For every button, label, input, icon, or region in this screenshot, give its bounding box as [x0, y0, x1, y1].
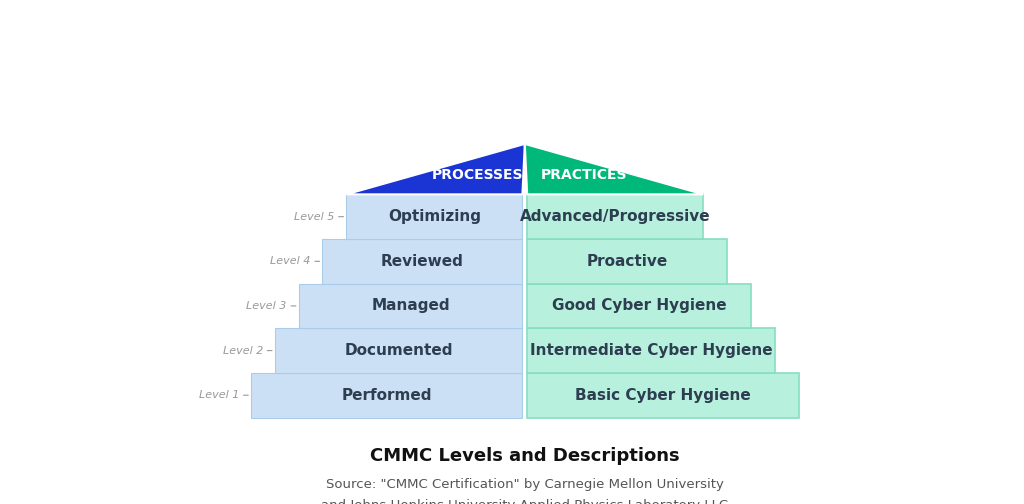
- Text: Advanced/Progressive: Advanced/Progressive: [520, 209, 711, 224]
- Text: Reviewed: Reviewed: [381, 254, 464, 269]
- Text: PRACTICES: PRACTICES: [541, 168, 628, 182]
- Polygon shape: [346, 144, 524, 195]
- FancyBboxPatch shape: [323, 239, 522, 284]
- FancyBboxPatch shape: [299, 284, 522, 328]
- FancyBboxPatch shape: [274, 328, 522, 373]
- FancyBboxPatch shape: [527, 373, 799, 417]
- Text: Optimizing: Optimizing: [388, 209, 481, 224]
- Text: Level 3: Level 3: [247, 301, 287, 311]
- Text: Documented: Documented: [344, 343, 453, 358]
- FancyBboxPatch shape: [527, 195, 703, 239]
- Text: PROCESSES: PROCESSES: [431, 168, 523, 182]
- Text: Good Cyber Hygiene: Good Cyber Hygiene: [552, 298, 726, 313]
- FancyBboxPatch shape: [346, 195, 522, 239]
- Text: Proactive: Proactive: [587, 254, 668, 269]
- Text: Level 2: Level 2: [222, 346, 263, 355]
- Text: Intermediate Cyber Hygiene: Intermediate Cyber Hygiene: [529, 343, 772, 358]
- Text: Managed: Managed: [372, 298, 450, 313]
- Text: Level 5: Level 5: [294, 212, 334, 222]
- Text: Source: "CMMC Certification" by Carnegie Mellon University
and Johns Hopkins Uni: Source: "CMMC Certification" by Carnegie…: [322, 478, 728, 504]
- Text: Performed: Performed: [341, 388, 432, 403]
- Polygon shape: [524, 144, 703, 195]
- FancyBboxPatch shape: [251, 373, 522, 417]
- FancyBboxPatch shape: [527, 239, 727, 284]
- FancyBboxPatch shape: [527, 328, 775, 373]
- Text: Level 1: Level 1: [199, 390, 240, 400]
- FancyBboxPatch shape: [527, 284, 751, 328]
- Text: CMMC Levels and Descriptions: CMMC Levels and Descriptions: [370, 448, 680, 465]
- Text: Basic Cyber Hygiene: Basic Cyber Hygiene: [575, 388, 751, 403]
- Text: Level 4: Level 4: [270, 257, 310, 266]
